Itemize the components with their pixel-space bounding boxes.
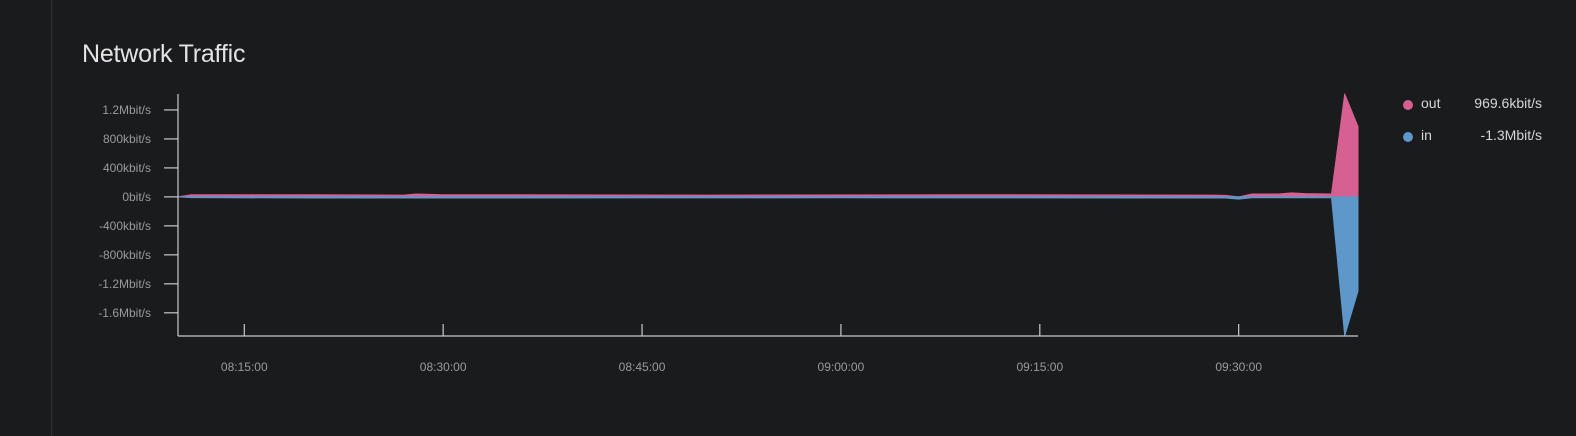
- y-tick-label: 1.2Mbit/s: [102, 103, 151, 117]
- legend-item-in[interactable]: in -1.3Mbit/s: [1402, 126, 1562, 158]
- legend-swatch-in: [1403, 132, 1413, 142]
- y-tick-label: 0bit/s: [122, 190, 151, 204]
- legend-value-out: 969.6kbit/s: [1474, 95, 1542, 111]
- x-tick-label: 09:00:00: [818, 360, 865, 374]
- y-tick-label: -1.2Mbit/s: [98, 277, 151, 291]
- x-tick-label: 09:30:00: [1215, 360, 1262, 374]
- series-area-in: [177, 196, 1359, 337]
- panel-title: Network Traffic: [82, 40, 246, 68]
- series-area-out: [177, 93, 1359, 198]
- legend-item-out[interactable]: out 969.6kbit/s: [1402, 94, 1562, 126]
- legend: out 969.6kbit/s in -1.3Mbit/s: [1402, 94, 1562, 158]
- legend-swatch-out: [1403, 100, 1413, 110]
- x-tick-label: 09:15:00: [1016, 360, 1063, 374]
- x-tick-label: 08:45:00: [619, 360, 666, 374]
- x-tick-label: 08:30:00: [420, 360, 467, 374]
- left-rail: [0, 0, 52, 436]
- y-tick-label: 800kbit/s: [103, 132, 151, 146]
- legend-label-in: in: [1421, 127, 1432, 143]
- y-tick-label: -1.6Mbit/s: [98, 306, 151, 320]
- legend-value-in: -1.3Mbit/s: [1480, 127, 1542, 143]
- legend-label-out: out: [1421, 95, 1441, 111]
- y-tick-label: 400kbit/s: [103, 161, 151, 175]
- y-tick-label: -800kbit/s: [99, 248, 151, 262]
- x-tick-label: 08:15:00: [221, 360, 268, 374]
- y-tick-label: -400kbit/s: [99, 219, 151, 233]
